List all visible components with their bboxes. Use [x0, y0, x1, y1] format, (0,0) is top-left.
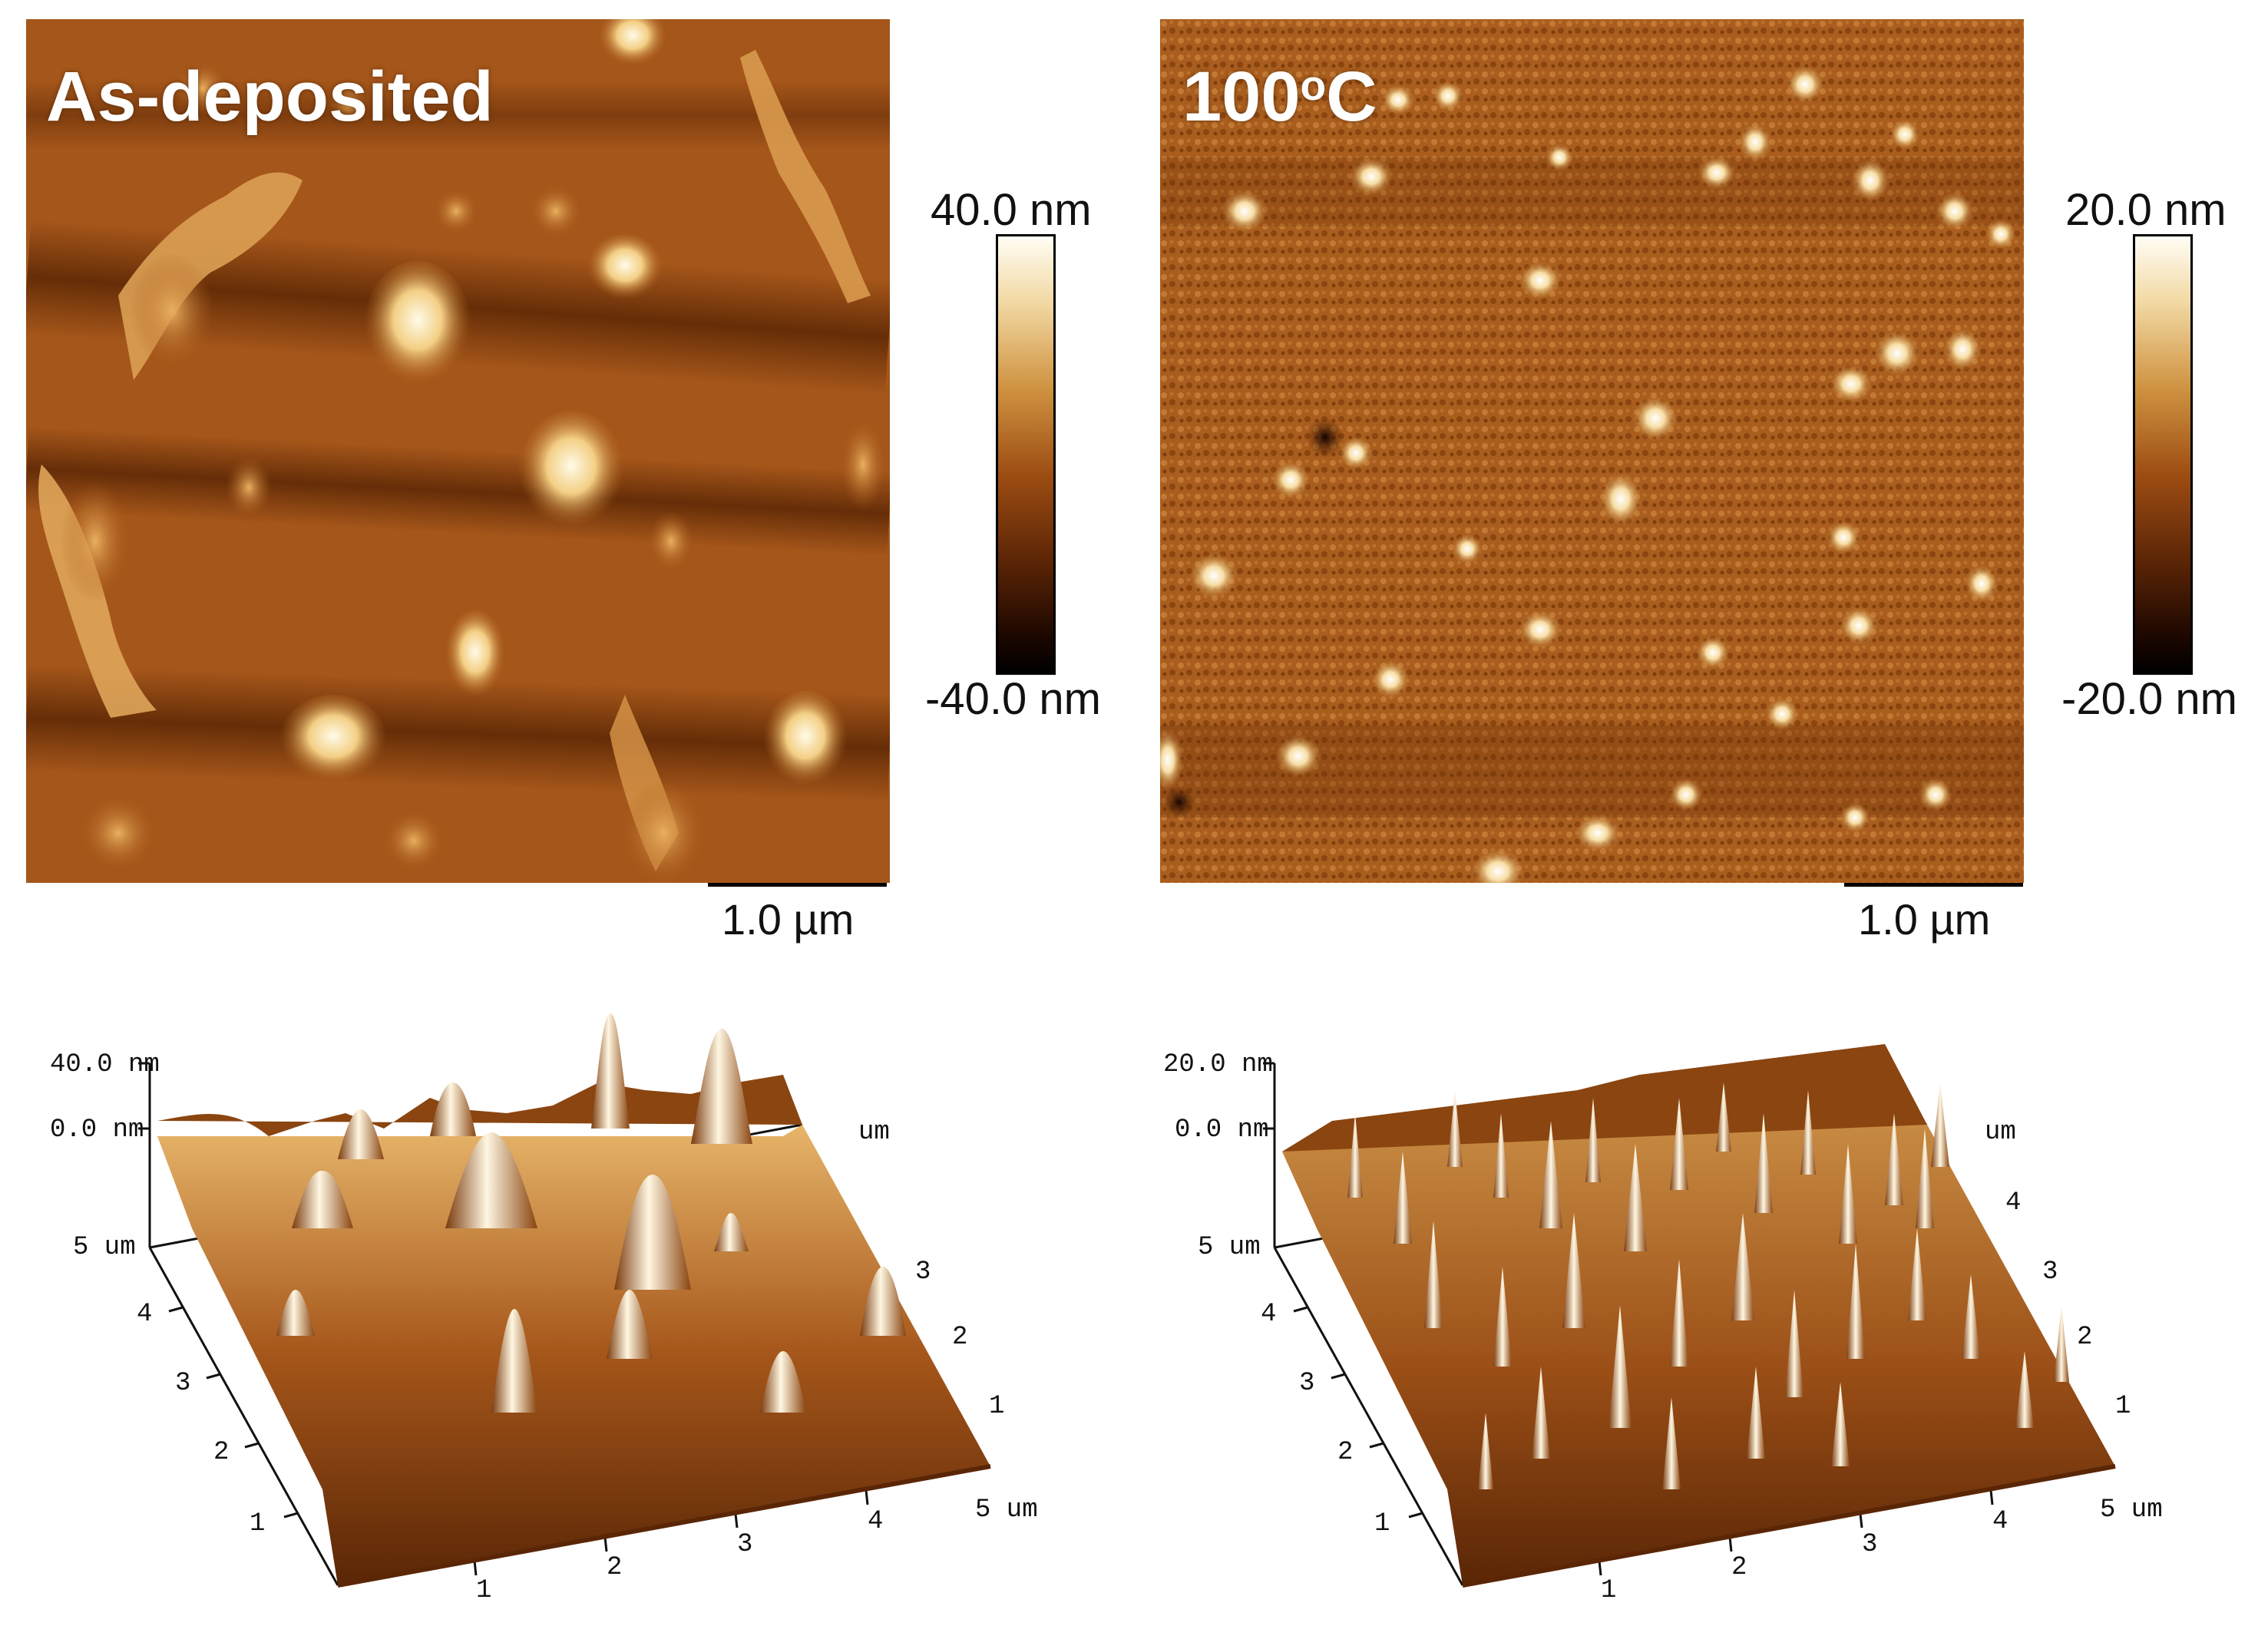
x-axis-tick-4: 4: [1992, 1507, 2008, 1536]
right-axis-tick-1: 1: [989, 1392, 1005, 1421]
right-axis-unit: um: [1985, 1118, 2016, 1147]
afm-3d-plot-as-deposited: [138, 1013, 991, 1588]
y-axis-tick-5: 5 um: [73, 1233, 136, 1262]
panel-title-100c-unit: C: [1326, 58, 1377, 136]
y-axis-tick-3: 3: [175, 1369, 191, 1398]
afm-image-as-deposited: [26, 19, 890, 883]
afm-image-100c: [1160, 19, 2024, 883]
colorbar-max-label: 20.0 nm: [2065, 185, 2227, 235]
colorbar-as-deposited: [996, 234, 1056, 675]
x-axis-tick-3: 3: [737, 1530, 753, 1559]
x-axis-tick-5: 5 um: [975, 1495, 1038, 1525]
panel-title-100c-degree: o: [1300, 61, 1327, 109]
y-axis-tick-4: 4: [137, 1300, 153, 1329]
right-axis-tick-4: 4: [2005, 1188, 2022, 1218]
scalebar-label: 1.0 µm: [1858, 895, 1991, 944]
colorbar-min-label: -40.0 nm: [925, 674, 1101, 724]
y-axis-tick-1: 1: [1374, 1509, 1390, 1538]
y-axis-tick-3: 3: [1299, 1369, 1315, 1398]
right-axis-tick-1: 1: [2115, 1392, 2131, 1421]
x-axis-tick-1: 1: [476, 1576, 492, 1605]
right-axis-tick-3: 3: [2042, 1258, 2058, 1287]
panel-title-100c: 100oC: [1182, 61, 1377, 132]
scalebar-label: 1.0 µm: [722, 895, 855, 944]
right-axis-unit: um: [858, 1118, 890, 1147]
panel-title-100c-main: 100: [1182, 58, 1301, 136]
colorbar-100c: [2133, 234, 2193, 675]
z-axis-max-label: 40.0 nm: [50, 1050, 160, 1079]
z-axis-max-label: 20.0 nm: [1163, 1050, 1273, 1079]
colorbar-max-label: 40.0 nm: [931, 185, 1092, 235]
y-axis-tick-5: 5 um: [1198, 1233, 1261, 1262]
panel-title-as-deposited: As-deposited: [46, 58, 494, 136]
x-axis-tick-2: 2: [607, 1553, 623, 1582]
y-axis-tick-1: 1: [250, 1509, 266, 1538]
right-axis-tick-2: 2: [952, 1323, 968, 1352]
z-axis-zero-label: 0.0 nm: [50, 1115, 144, 1145]
colorbar-min-label: -20.0 nm: [2061, 674, 2237, 724]
x-axis-tick-3: 3: [1862, 1530, 1878, 1559]
x-axis-tick-1: 1: [1601, 1576, 1617, 1605]
scalebar-as-deposited: [708, 883, 887, 887]
y-axis-tick-2: 2: [213, 1438, 230, 1467]
x-axis-tick-4: 4: [868, 1507, 884, 1536]
afm-3d-plot-100c: [1263, 1044, 2116, 1588]
z-axis-zero-label: 0.0 nm: [1175, 1115, 1269, 1145]
y-axis-tick-4: 4: [1261, 1300, 1277, 1329]
x-axis-tick-2: 2: [1731, 1553, 1747, 1582]
y-axis-tick-2: 2: [1337, 1438, 1354, 1467]
x-axis-tick-5: 5 um: [2100, 1495, 2163, 1525]
right-axis-tick-3: 3: [915, 1258, 931, 1287]
right-axis-tick-2: 2: [2077, 1323, 2093, 1352]
scalebar-100c: [1844, 883, 2023, 887]
